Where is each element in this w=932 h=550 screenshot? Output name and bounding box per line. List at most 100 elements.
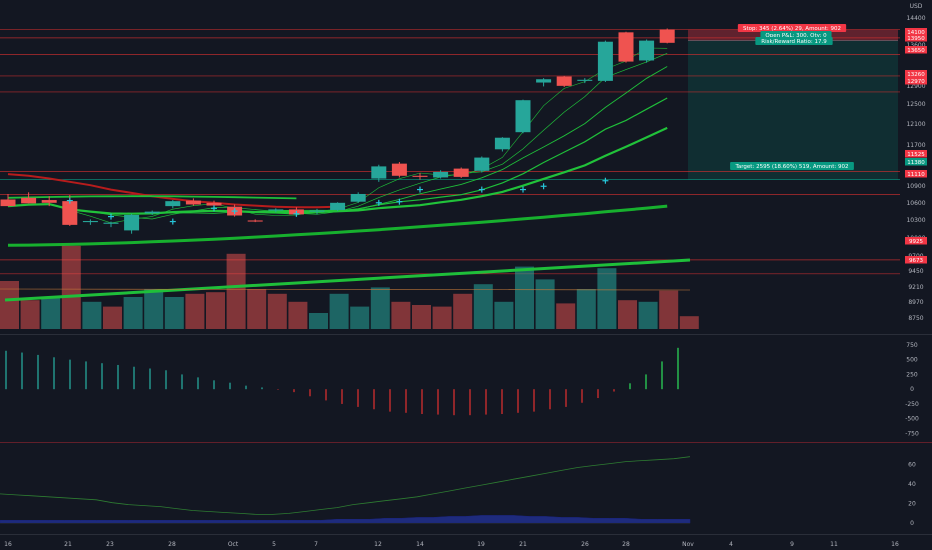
candle-body[interactable]: [659, 29, 675, 43]
price-tag-text: 9925: [909, 239, 923, 245]
long-moving-average-line: [7, 204, 668, 247]
candle[interactable]: [453, 167, 469, 178]
candle[interactable]: [597, 40, 613, 82]
candle[interactable]: [433, 170, 449, 179]
oscillator-tick-label: -250: [905, 401, 919, 408]
volume-bar: [350, 306, 370, 329]
candle[interactable]: [330, 202, 346, 212]
price-tag-bg: [905, 150, 927, 158]
candle[interactable]: [577, 78, 593, 84]
candle-body[interactable]: [0, 199, 16, 207]
candle-body[interactable]: [247, 220, 263, 222]
candle[interactable]: [268, 208, 284, 213]
volume-bar: [247, 289, 267, 329]
time-tick-label: 16: [891, 541, 899, 548]
stop-label-text: Stop: 345 (2.64%) 29, Amount: 902: [743, 26, 841, 32]
candle-body[interactable]: [515, 100, 531, 133]
price-tick-label: 9450: [908, 268, 923, 275]
candle-body[interactable]: [433, 171, 449, 178]
candle[interactable]: [82, 219, 98, 225]
price-tag: 14100: [905, 28, 927, 36]
candle[interactable]: [144, 210, 160, 215]
candle[interactable]: [309, 208, 325, 215]
candle[interactable]: [124, 213, 140, 234]
candle-body[interactable]: [474, 157, 490, 171]
candle-body[interactable]: [309, 210, 325, 212]
candle[interactable]: [474, 156, 490, 173]
candle-body[interactable]: [453, 168, 469, 177]
candle-body[interactable]: [103, 222, 119, 224]
oscillator-pane: 750 500 250 0 -250 -500 -750: [5, 342, 919, 438]
cross-marker: [66, 197, 73, 204]
candle-body[interactable]: [391, 163, 407, 176]
price-axis-panel: [900, 0, 932, 550]
candle[interactable]: [391, 161, 407, 178]
candle-body[interactable]: [371, 166, 387, 179]
candle[interactable]: [515, 99, 531, 134]
candle[interactable]: [412, 173, 428, 180]
candle-body[interactable]: [206, 202, 222, 206]
indicator2-tick-label: 20: [908, 501, 916, 508]
candle-body[interactable]: [597, 41, 613, 81]
price-tick-label: 8750: [908, 315, 923, 322]
price-tick-label: 12100: [906, 121, 925, 128]
candle[interactable]: [639, 39, 655, 63]
candle[interactable]: [21, 192, 37, 204]
volume-bar: [164, 297, 184, 329]
candle-body[interactable]: [494, 137, 510, 150]
volume-bar: [206, 292, 225, 329]
candle-body[interactable]: [124, 214, 140, 231]
candle[interactable]: [247, 219, 263, 223]
candle-body[interactable]: [556, 76, 572, 86]
oscillator-tick-label: 0: [910, 386, 914, 393]
candle[interactable]: [165, 200, 181, 209]
candle[interactable]: [536, 78, 552, 87]
candle-body[interactable]: [618, 32, 634, 62]
candle[interactable]: [41, 196, 57, 207]
candle-body[interactable]: [412, 175, 428, 177]
price-tag-bg: [905, 237, 927, 245]
volume-bar: [20, 300, 40, 329]
volume-bar: [597, 268, 617, 329]
candle-body[interactable]: [350, 193, 366, 202]
candle-body[interactable]: [41, 200, 57, 203]
time-tick-label: Oct: [228, 541, 239, 548]
candle[interactable]: [659, 28, 675, 44]
target-zone[interactable]: [688, 40, 898, 180]
candle[interactable]: [618, 31, 634, 63]
candle[interactable]: [185, 198, 201, 206]
candle-body[interactable]: [185, 200, 201, 205]
candle[interactable]: [494, 137, 510, 152]
candle-body[interactable]: [268, 209, 284, 211]
target-label-bg: [730, 162, 854, 170]
time-tick-label: 7: [314, 541, 318, 548]
candle-body[interactable]: [165, 201, 181, 207]
candle-body[interactable]: [639, 40, 655, 61]
candles[interactable]: [0, 28, 675, 234]
candle-body[interactable]: [21, 197, 37, 204]
candle-body[interactable]: [577, 79, 593, 81]
cross-marker: [169, 218, 176, 225]
position-tool[interactable]: [688, 29, 898, 180]
candle[interactable]: [0, 193, 16, 207]
candle[interactable]: [103, 221, 119, 228]
price-tick-label: 8970: [908, 299, 923, 306]
time-tick-label: 21: [519, 541, 527, 548]
cross-marker: [211, 205, 217, 212]
oscillator-tick-label: 750: [906, 342, 918, 349]
candle-body[interactable]: [536, 79, 552, 83]
candle[interactable]: [371, 164, 387, 182]
candle-body[interactable]: [62, 201, 78, 225]
candle-body[interactable]: [144, 211, 160, 214]
candle[interactable]: [350, 192, 366, 203]
candle[interactable]: [556, 75, 572, 87]
candle-body[interactable]: [330, 202, 346, 210]
candle-body[interactable]: [82, 221, 98, 223]
volume-bar: [309, 313, 328, 329]
price-tick-label: 10300: [906, 217, 925, 224]
price-tag: 13950: [905, 34, 927, 42]
volume-bar: [679, 316, 699, 329]
price-tag-text: 13650: [907, 48, 925, 54]
